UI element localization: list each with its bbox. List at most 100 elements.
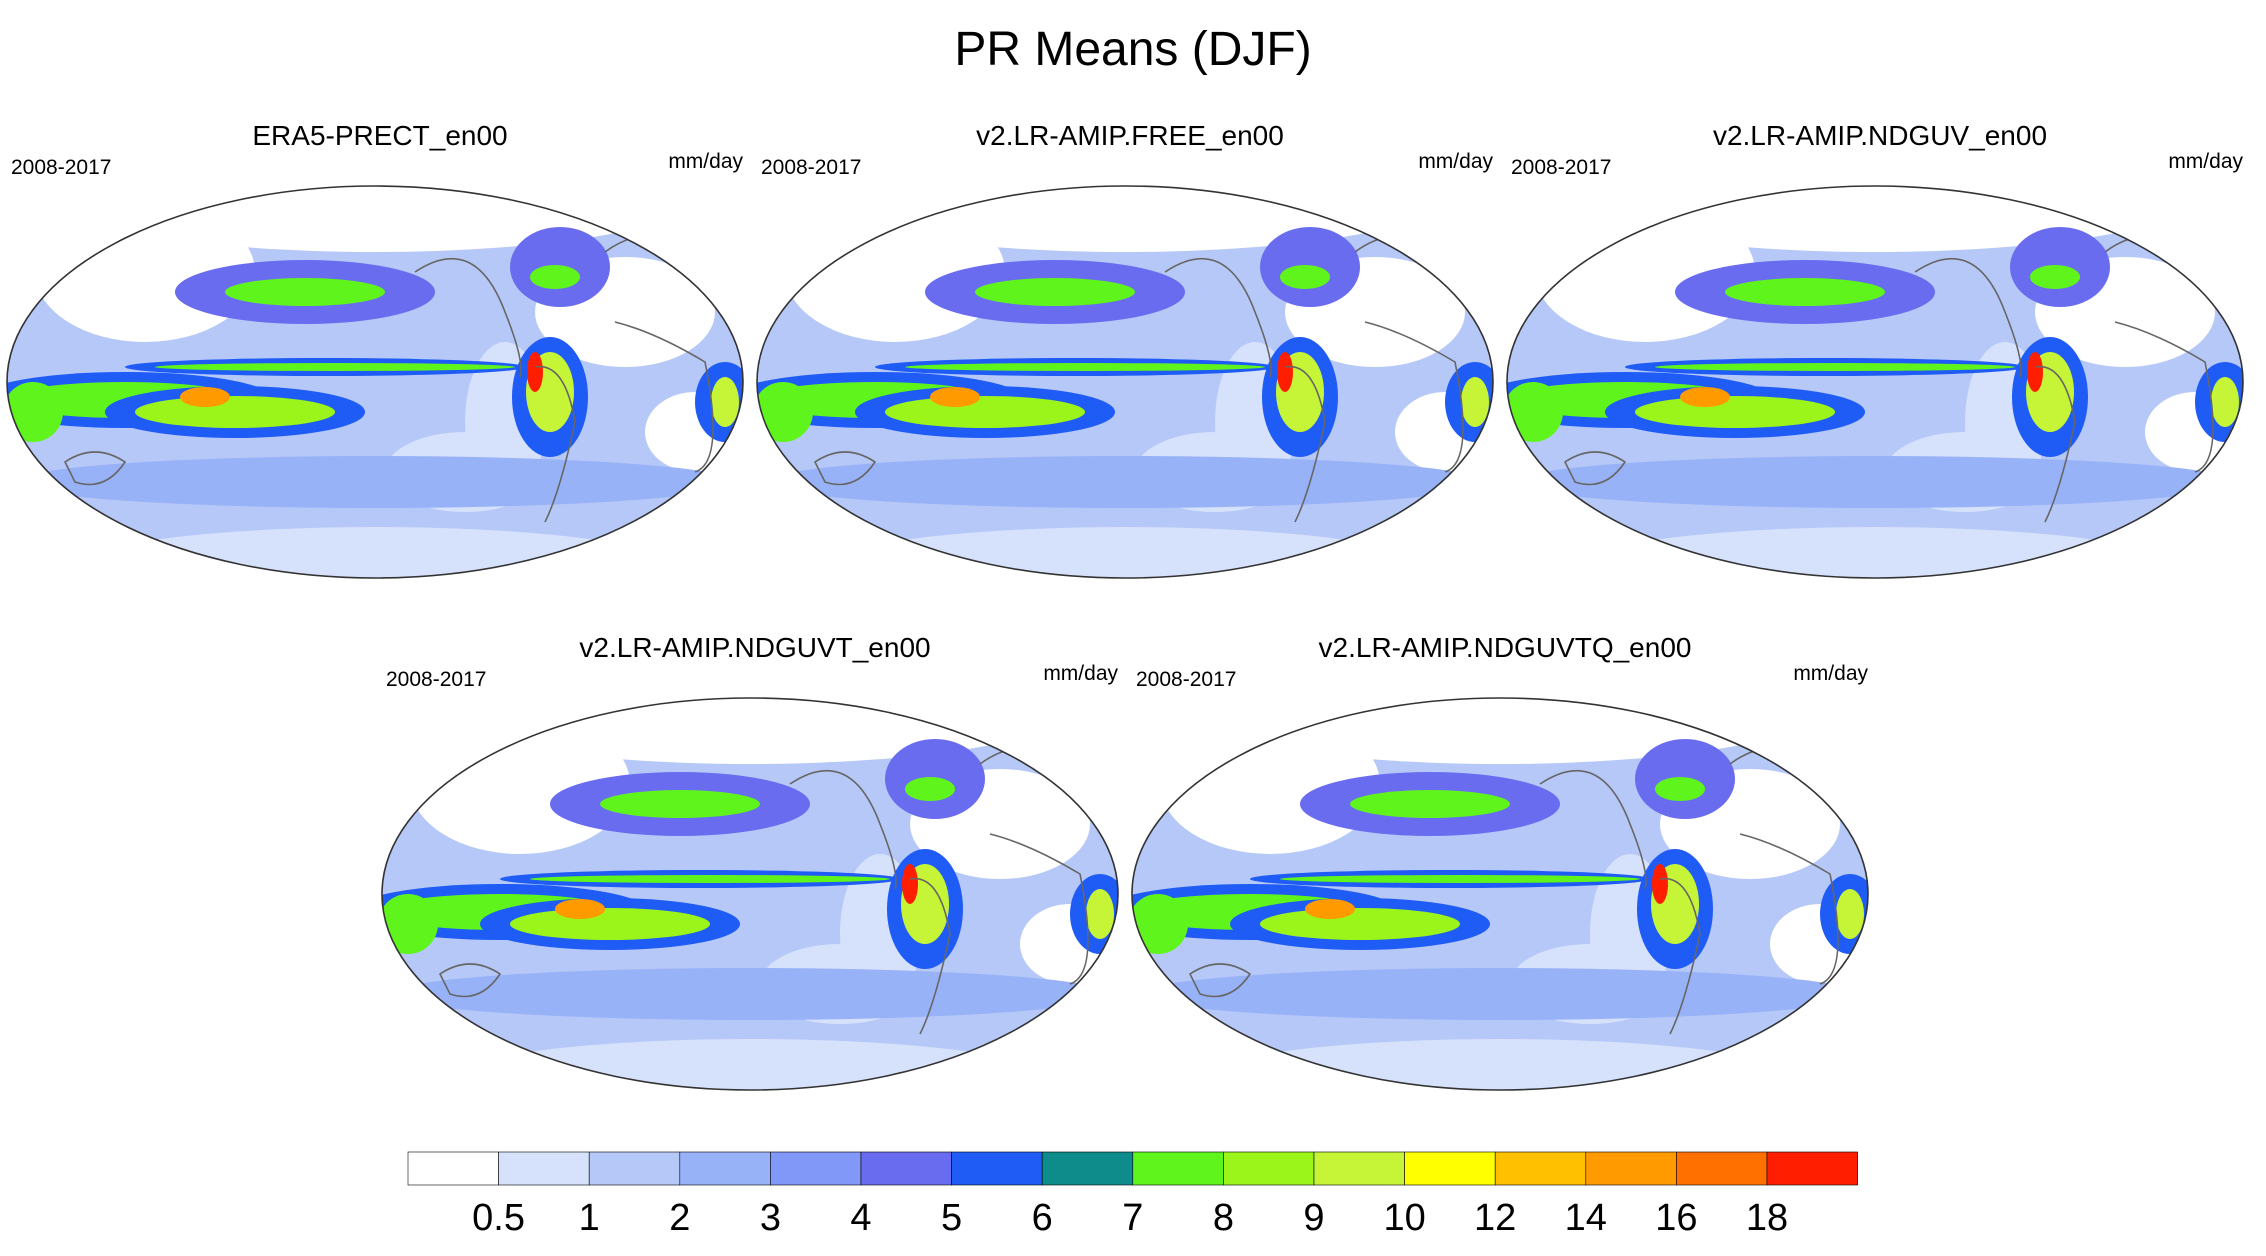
antarctic-region bbox=[1170, 1039, 1830, 1090]
africa-west-edge bbox=[1507, 382, 1563, 442]
colorbar-tick-label: 2 bbox=[669, 1197, 690, 1239]
colorbar-tick-label: 6 bbox=[1032, 1197, 1053, 1239]
colorbar: 0.5 1 2 3 4 5 6 7 8 9 10 12 14 16 18 bbox=[407, 1151, 1858, 1239]
colorbar-swatch bbox=[1676, 1151, 1768, 1186]
north-atlantic-core bbox=[530, 265, 580, 289]
africa-west-edge bbox=[1132, 894, 1188, 954]
colorbar-swatch bbox=[860, 1151, 952, 1186]
panel-title: v2.LR-AMIP.FREE_en00 bbox=[976, 120, 1284, 151]
colorbar-tick-label: 5 bbox=[941, 1197, 962, 1239]
panel-period: 2008-2017 bbox=[1511, 156, 1612, 179]
map-plot bbox=[1506, 185, 2244, 579]
colorbar-tick-label: 16 bbox=[1655, 1197, 1697, 1239]
panel-period: 2008-2017 bbox=[386, 668, 487, 691]
africa-west-edge bbox=[757, 382, 813, 442]
antarctic-region bbox=[45, 527, 705, 578]
antarctic-region bbox=[420, 1039, 1080, 1090]
north-pacific-core bbox=[1725, 278, 1885, 306]
colorbar-tick-label: 0.5 bbox=[472, 1197, 525, 1239]
colorbar-swatch bbox=[588, 1151, 681, 1186]
map-outline bbox=[6, 185, 744, 579]
colorbar-swatch bbox=[1404, 1151, 1496, 1186]
colorbar-tick-label: 18 bbox=[1746, 1197, 1788, 1239]
colorbar-swatch bbox=[1766, 1151, 1858, 1186]
panel-period: 2008-2017 bbox=[11, 156, 112, 179]
map-outline bbox=[1131, 697, 1869, 1091]
north-atlantic-core bbox=[2030, 265, 2080, 289]
colorbar-tick-label: 10 bbox=[1383, 1197, 1425, 1239]
colorbar-tick-label: 3 bbox=[760, 1197, 781, 1239]
panel-units: mm/day bbox=[668, 150, 743, 173]
panel-units: mm/day bbox=[1418, 150, 1493, 173]
north-atlantic-core bbox=[1655, 777, 1705, 801]
maritime-continent-peak bbox=[930, 387, 980, 407]
map-panel: ERA5-PRECT_en00 2008-2017 mm/day bbox=[5, 120, 755, 600]
colorbar-tick-label: 8 bbox=[1213, 1197, 1234, 1239]
map-plot bbox=[1131, 697, 1869, 1091]
southern-storm-band bbox=[390, 968, 1110, 1020]
map-panel: v2.LR-AMIP.NDGUVT_en00 2008-2017 mm/day bbox=[380, 632, 1130, 1112]
colorbar-swatch bbox=[770, 1151, 862, 1186]
colorbar-swatch bbox=[951, 1151, 1043, 1186]
pacific-itcz-core bbox=[1655, 363, 2015, 371]
colorbar-swatch bbox=[1223, 1151, 1315, 1186]
africa-rain-core bbox=[1836, 889, 1864, 939]
africa-west-edge bbox=[7, 382, 63, 442]
andes-peak bbox=[902, 864, 918, 904]
map-panel: v2.LR-AMIP.NDGUVTQ_en00 2008-2017 mm/day bbox=[1130, 632, 1880, 1112]
andes-peak bbox=[1652, 864, 1668, 904]
maritime-continent-peak bbox=[180, 387, 230, 407]
map-panel: v2.LR-AMIP.FREE_en00 2008-2017 mm/day bbox=[755, 120, 1505, 600]
pacific-itcz-core bbox=[530, 875, 890, 883]
antarctic-region bbox=[795, 527, 1455, 578]
andes-peak bbox=[527, 352, 543, 392]
map-plot bbox=[6, 185, 744, 579]
spcz-core bbox=[1635, 396, 1835, 428]
colorbar-swatch bbox=[1585, 1151, 1677, 1186]
colorbar-tick-label: 7 bbox=[1122, 1197, 1143, 1239]
africa-rain-core bbox=[711, 377, 739, 427]
colorbar-swatch bbox=[1132, 1151, 1224, 1186]
north-atlantic-core bbox=[905, 777, 955, 801]
africa-rain-core bbox=[2211, 377, 2239, 427]
map-outline bbox=[381, 697, 1119, 1091]
southern-storm-band bbox=[1515, 456, 2235, 508]
map-plot bbox=[756, 185, 1494, 579]
maritime-continent-peak bbox=[1680, 387, 1730, 407]
pacific-itcz-core bbox=[155, 363, 515, 371]
map-panel: v2.LR-AMIP.NDGUV_en00 2008-2017 mm/day bbox=[1505, 120, 2255, 600]
colorbar-swatch bbox=[679, 1151, 771, 1186]
page-title: PR Means (DJF) bbox=[954, 23, 1312, 76]
north-atlantic-core bbox=[1280, 265, 1330, 289]
colorbar-swatch bbox=[407, 1151, 499, 1186]
north-pacific-core bbox=[975, 278, 1135, 306]
panel-units: mm/day bbox=[2168, 150, 2243, 173]
colorbar-swatch bbox=[1313, 1151, 1405, 1186]
africa-west-edge bbox=[382, 894, 438, 954]
colorbar-swatch bbox=[1494, 1151, 1587, 1186]
pacific-itcz-core bbox=[905, 363, 1265, 371]
andes-peak bbox=[2027, 352, 2043, 392]
spcz-core bbox=[135, 396, 335, 428]
spcz-core bbox=[885, 396, 1085, 428]
colorbar-swatch bbox=[498, 1151, 590, 1186]
colorbar-tick-label: 12 bbox=[1474, 1197, 1516, 1239]
panel-title: v2.LR-AMIP.NDGUVTQ_en00 bbox=[1318, 632, 1692, 663]
colorbar-tick-label: 4 bbox=[850, 1197, 871, 1239]
north-pacific-core bbox=[1350, 790, 1510, 818]
antarctic-region bbox=[1545, 527, 2205, 578]
map-outline bbox=[1506, 185, 2244, 579]
southern-storm-band bbox=[765, 456, 1485, 508]
colorbar-tick-label: 14 bbox=[1565, 1197, 1607, 1239]
africa-rain-core bbox=[1086, 889, 1114, 939]
panel-units: mm/day bbox=[1043, 662, 1118, 685]
spcz-core bbox=[1260, 908, 1460, 940]
colorbar-swatch bbox=[1041, 1151, 1134, 1186]
north-pacific-core bbox=[225, 278, 385, 306]
panel-units: mm/day bbox=[1793, 662, 1868, 685]
southern-storm-band bbox=[15, 456, 735, 508]
pacific-itcz-core bbox=[1280, 875, 1640, 883]
map-outline bbox=[756, 185, 1494, 579]
panel-period: 2008-2017 bbox=[1136, 668, 1237, 691]
andes-peak bbox=[1277, 352, 1293, 392]
